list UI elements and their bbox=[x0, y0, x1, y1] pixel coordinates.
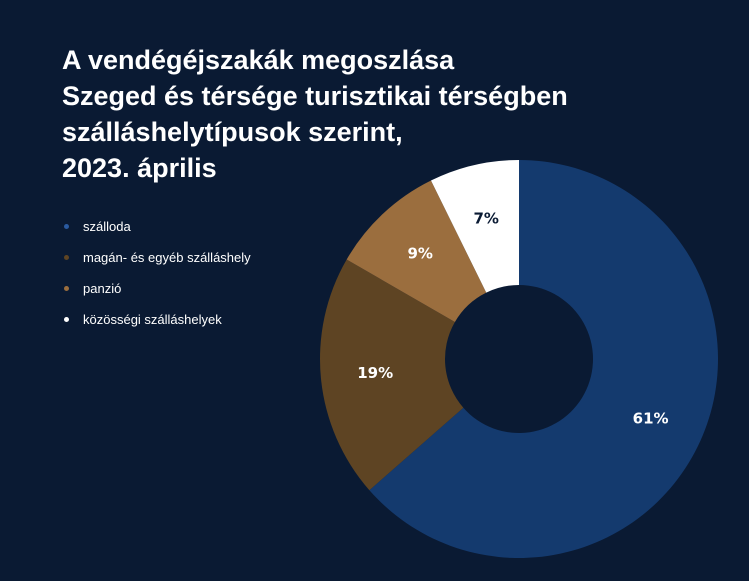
legend-item-kozossegi: közösségi szálláshelyek bbox=[64, 304, 324, 335]
chart-legend: szálloda magán- és egyéb szálláshely pan… bbox=[64, 211, 324, 335]
chart-title-line-1: A vendégéjszakák megoszlása bbox=[62, 45, 455, 75]
chart-title-line-4: 2023. április bbox=[62, 153, 217, 183]
legend-item-panzio: panzió bbox=[64, 273, 324, 304]
legend-marker-panzio bbox=[64, 286, 69, 291]
data-label-magan: 19% bbox=[357, 364, 393, 382]
legend-marker-szalloda bbox=[64, 224, 69, 229]
legend-label-panzio: panzió bbox=[83, 281, 122, 296]
legend-marker-magan bbox=[64, 255, 69, 260]
legend-label-szalloda: szálloda bbox=[83, 219, 131, 234]
chart-title: A vendégéjszakák megoszlása Szeged és té… bbox=[62, 42, 702, 186]
legend-marker-kozossegi bbox=[64, 317, 69, 322]
chart-title-line-3: szálláshelytípusok szerint, bbox=[62, 117, 403, 147]
legend-label-magan: magán- és egyéb szálláshely bbox=[83, 250, 251, 265]
slice-kozossegi bbox=[430, 160, 519, 293]
slice-szalloda bbox=[369, 160, 719, 559]
chart-title-line-2: Szeged és térsége turisztikai térségben bbox=[62, 81, 568, 111]
data-label-panzio: 9% bbox=[407, 245, 432, 263]
data-label-kozossegi: 7% bbox=[473, 209, 498, 227]
legend-item-magan: magán- és egyéb szálláshely bbox=[64, 242, 324, 273]
slice-magan bbox=[320, 259, 464, 491]
legend-label-kozossegi: közösségi szálláshelyek bbox=[83, 312, 222, 327]
data-label-szalloda: 61% bbox=[633, 410, 669, 428]
slice-panzio bbox=[346, 180, 487, 322]
legend-item-szalloda: szálloda bbox=[64, 211, 324, 242]
